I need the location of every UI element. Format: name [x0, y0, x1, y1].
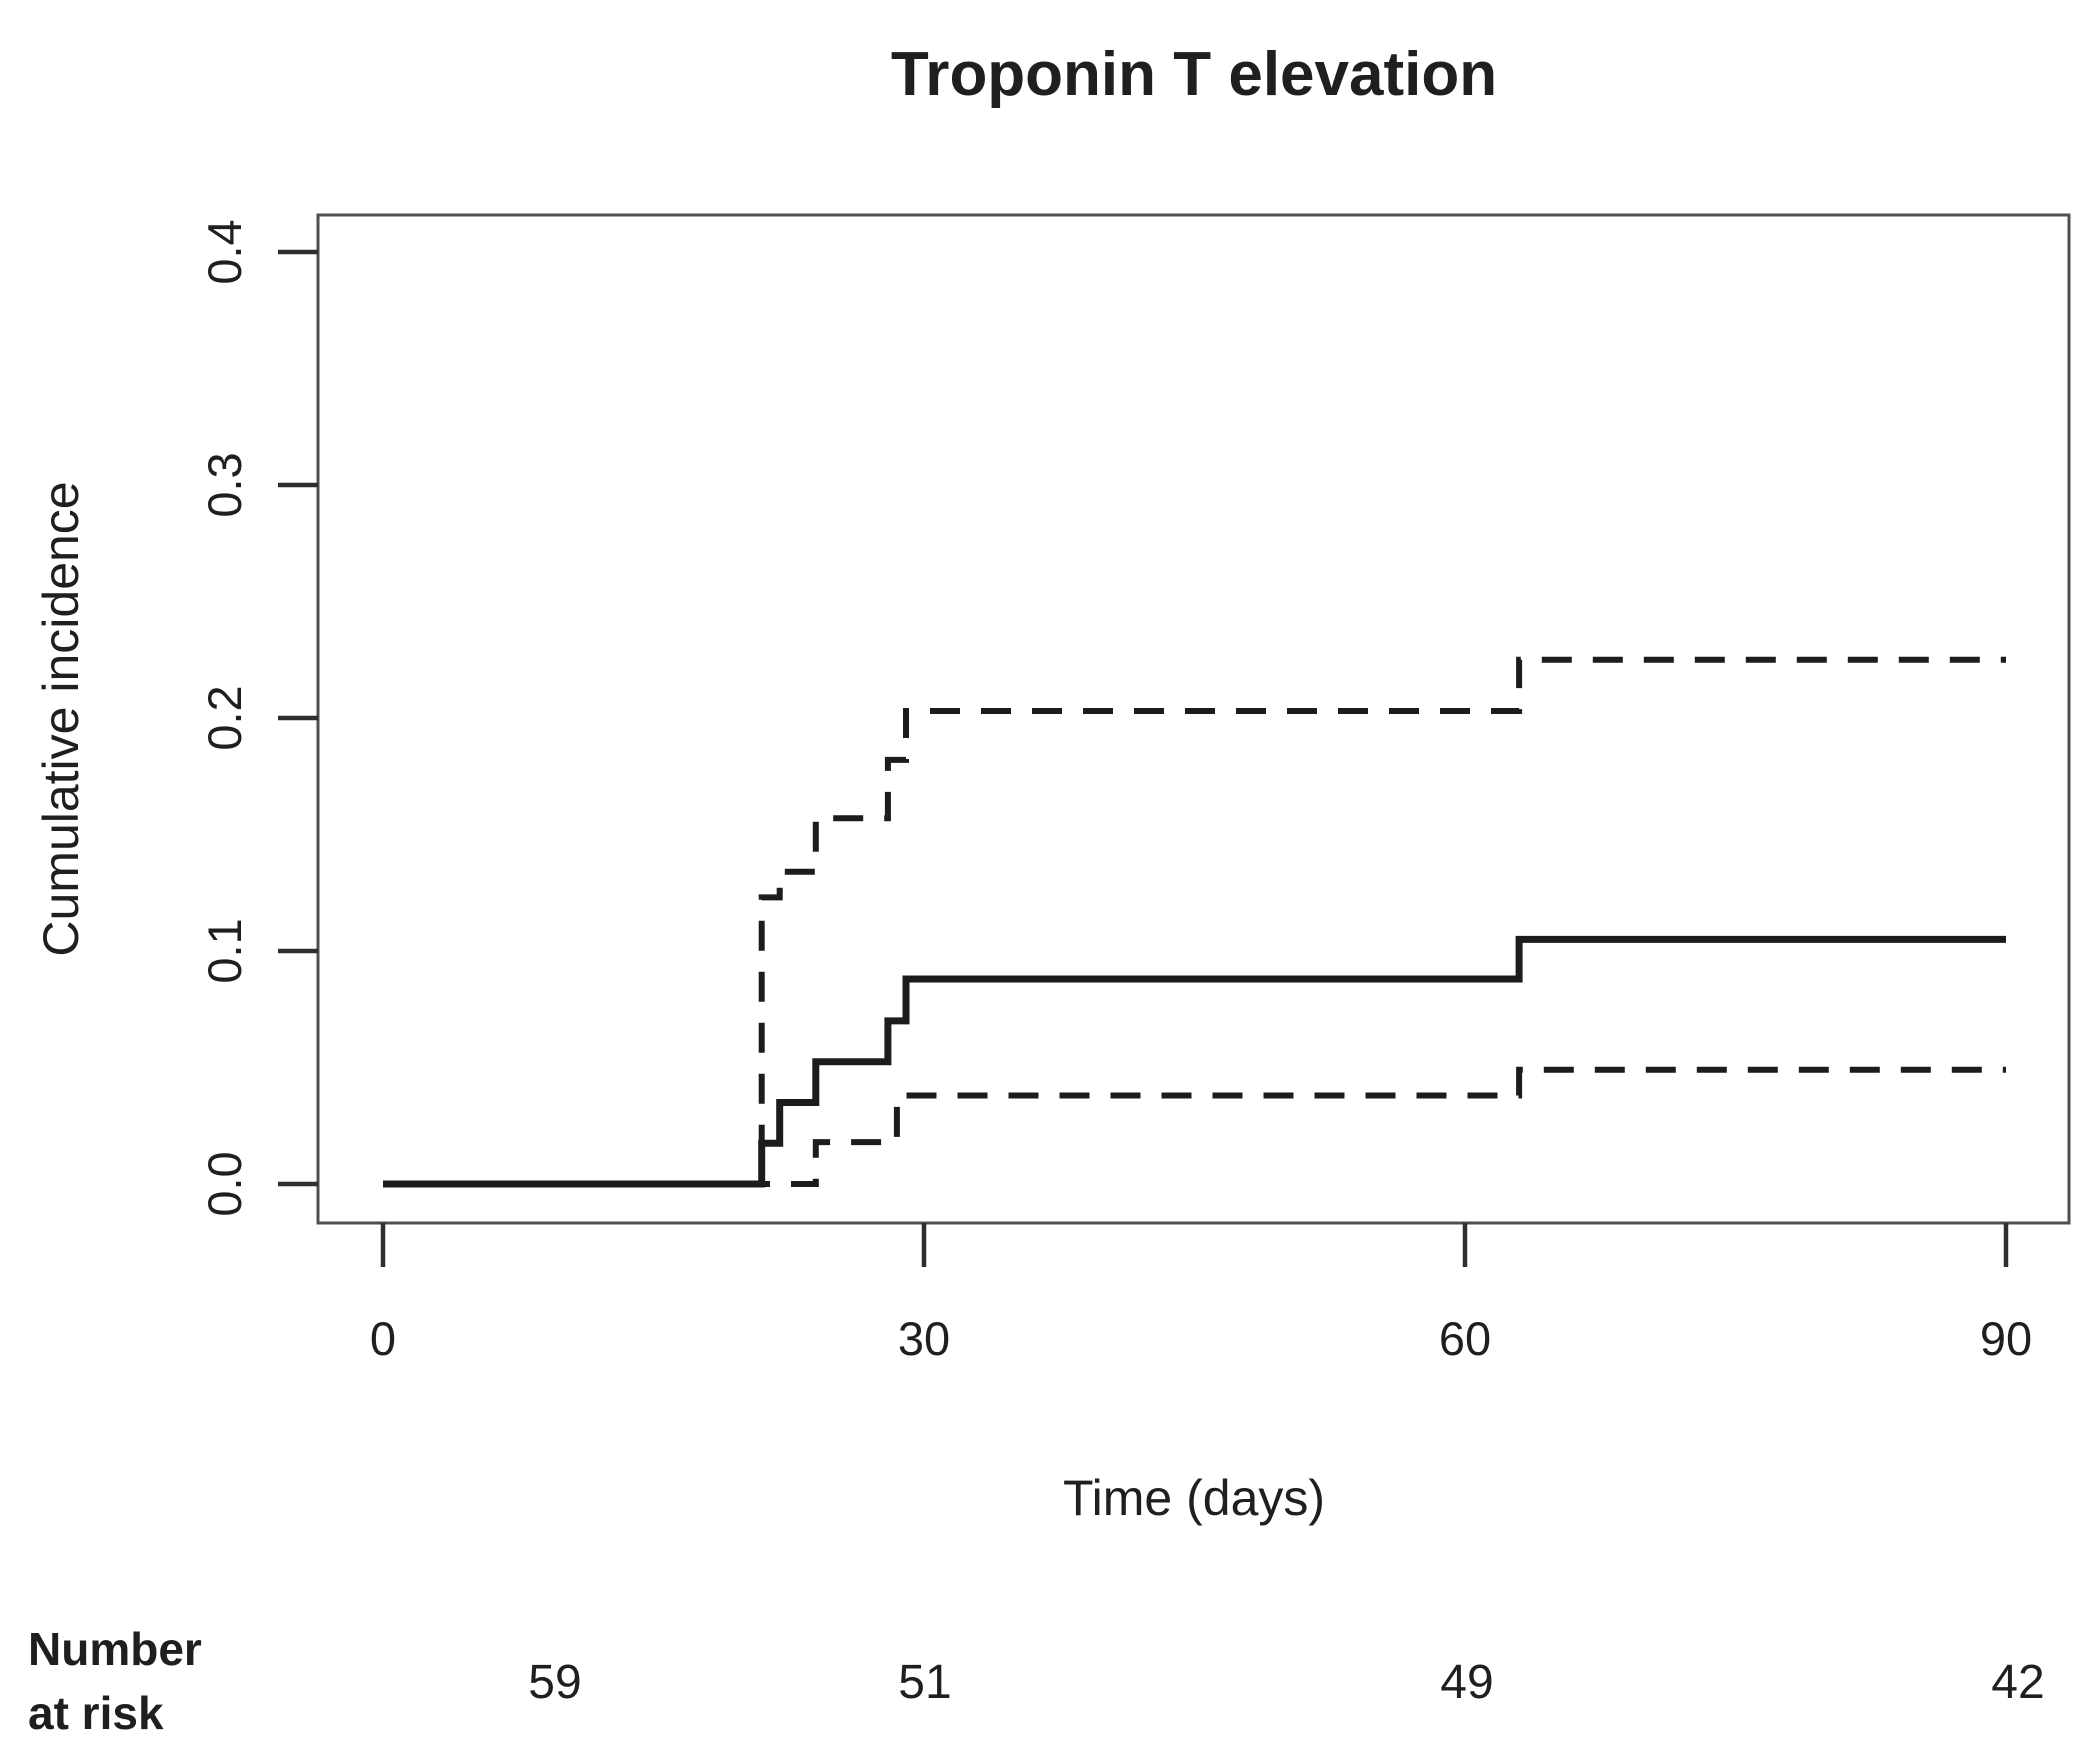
- x-tick-label: 60: [1439, 1312, 1491, 1365]
- number-at-risk-values: 59 51 49 42: [528, 1656, 2044, 1709]
- series-lower-confidence-limit: [383, 1066, 2006, 1187]
- at-risk-count: 51: [898, 1656, 951, 1709]
- chart-title: Troponin T elevation: [891, 40, 1497, 109]
- y-tick-label: 0.3: [198, 452, 251, 517]
- at-risk-count: 59: [528, 1656, 581, 1709]
- at-risk-count: 42: [1991, 1656, 2044, 1709]
- x-tick-label: 30: [898, 1312, 950, 1365]
- series-lines: [383, 656, 2006, 1188]
- x-axis-label: Time (days): [1063, 1470, 1325, 1526]
- x-tick-label: 90: [1980, 1312, 2032, 1365]
- y-tick-label: 0.4: [198, 219, 251, 284]
- number-at-risk-label-line1: Number: [28, 1623, 202, 1675]
- x-axis-ticks: 0 30 60 90: [370, 1223, 2032, 1365]
- y-axis-label: Cumulative incidence: [33, 481, 89, 956]
- y-tick-label: 0.2: [198, 685, 251, 750]
- y-axis-ticks: 0.0 0.1 0.2 0.3 0.4: [198, 219, 318, 1217]
- y-tick-label: 0.0: [198, 1151, 251, 1216]
- number-at-risk-label-line2: at risk: [28, 1687, 164, 1739]
- y-tick-label: 0.1: [198, 918, 251, 983]
- at-risk-count: 49: [1440, 1656, 1493, 1709]
- series-cumulative-incidence-estimate: [383, 935, 2006, 1188]
- series-upper-confidence-limit: [383, 656, 2006, 1187]
- x-tick-label: 0: [370, 1312, 396, 1365]
